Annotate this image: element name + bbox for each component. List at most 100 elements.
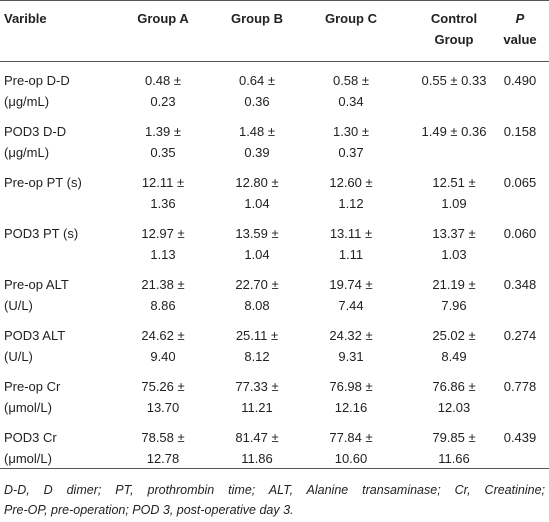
cell-text: 11.21 bbox=[241, 400, 273, 415]
data-cell: 13.11 ± 1.11 bbox=[291, 223, 411, 265]
label-text: POD3 PT (s) bbox=[4, 226, 79, 241]
header-cell: Control Group bbox=[394, 8, 514, 50]
data-cell: 12.51 ± 1.09 bbox=[394, 172, 514, 214]
cell-text: 1.39 ± bbox=[144, 124, 182, 139]
data-cell: 0.065 bbox=[460, 172, 549, 193]
data-cell: 0.55 ± 0.33 bbox=[394, 70, 514, 91]
label-text: (μg/mL) bbox=[4, 145, 50, 160]
cell-text: 13.59 ± bbox=[235, 226, 279, 241]
cell-text: 7.44 bbox=[338, 298, 364, 313]
data-cell: 76.86 ± 12.03 bbox=[394, 376, 514, 418]
cell-text: 13.37 ± bbox=[432, 226, 476, 241]
header-cell: Group C bbox=[291, 8, 411, 29]
cell-text: 77.33 ± bbox=[235, 379, 279, 394]
cell-text: 0.39 bbox=[244, 145, 270, 160]
data-cell: 19.74 ± 7.44 bbox=[291, 274, 411, 316]
cell-text: 0.065 bbox=[503, 175, 537, 190]
cell-text: 9.31 bbox=[338, 349, 364, 364]
cell-text: 1.04 bbox=[244, 196, 270, 211]
cell-text: 0.58 ± bbox=[332, 73, 370, 88]
cell-text: 12.03 bbox=[437, 400, 471, 415]
row-label: Pre-op ALT (U/L) bbox=[4, 274, 69, 316]
cell-text: 13.70 bbox=[146, 400, 180, 415]
cell-text: 1.30 ± bbox=[332, 124, 370, 139]
cell-text: 81.47 ± bbox=[235, 430, 279, 445]
data-cell: 81.47 ± 11.86 bbox=[197, 427, 317, 469]
data-cell: 77.33 ± 11.21 bbox=[197, 376, 317, 418]
cell-text: 8.08 bbox=[244, 298, 270, 313]
cell-text: 0.778 bbox=[503, 379, 537, 394]
header-text: Group B bbox=[231, 11, 283, 26]
cell-text: 0.348 bbox=[503, 277, 537, 292]
data-cell: 12.11 ± 1.36 bbox=[103, 172, 223, 214]
footnote: D-D, D dimer; PT, prothrombin time; ALT,… bbox=[4, 480, 545, 520]
label-text: (μg/mL) bbox=[4, 94, 50, 109]
cell-text: 11.66 bbox=[438, 451, 470, 466]
data-cell: 79.85 ± 11.66 bbox=[394, 427, 514, 469]
data-cell: 22.70 ± 8.08 bbox=[197, 274, 317, 316]
cell-text: 7.96 bbox=[441, 298, 467, 313]
row-label: POD3 PT (s) bbox=[4, 223, 78, 244]
data-cell: 21.19 ± 7.96 bbox=[394, 274, 514, 316]
label-text: Pre-op Cr bbox=[4, 379, 61, 394]
header-text: value bbox=[503, 32, 537, 47]
cell-text: 22.70 ± bbox=[235, 277, 279, 292]
cell-text: 0.439 bbox=[503, 430, 537, 445]
cell-text: 19.74 ± bbox=[329, 277, 373, 292]
cell-text: 1.03 bbox=[441, 247, 467, 262]
header-text: Group A bbox=[137, 11, 189, 26]
data-cell: 25.02 ± 8.49 bbox=[394, 325, 514, 367]
cell-text: 8.49 bbox=[441, 349, 467, 364]
cell-text: 12.16 bbox=[334, 400, 368, 415]
cell-text: 0.35 bbox=[150, 145, 176, 160]
data-cell: 0.490 bbox=[460, 70, 549, 91]
data-cell: 0.060 bbox=[460, 223, 549, 244]
cell-text: 77.84 ± bbox=[329, 430, 373, 445]
label-text: Pre-op D-D bbox=[4, 73, 70, 88]
cell-text: 9.40 bbox=[150, 349, 176, 364]
data-cell: 0.348 bbox=[460, 274, 549, 295]
cell-text: 21.19 ± bbox=[432, 277, 476, 292]
cell-text: 0.490 bbox=[503, 73, 537, 88]
data-cell: 12.97 ± 1.13 bbox=[103, 223, 223, 265]
data-cell: 1.30 ± 0.37 bbox=[291, 121, 411, 163]
cell-text: 0.274 bbox=[503, 328, 537, 343]
data-cell: 0.64 ± 0.36 bbox=[197, 70, 317, 112]
cell-text: 1.12 bbox=[338, 196, 364, 211]
header-text: Group C bbox=[325, 11, 377, 26]
data-cell: 78.58 ± 12.78 bbox=[103, 427, 223, 469]
cell-text: 25.11 ± bbox=[235, 328, 279, 343]
cell-text: 12.51 ± bbox=[432, 175, 476, 190]
data-cell: 24.62 ± 9.40 bbox=[103, 325, 223, 367]
label-text: Pre-op PT (s) bbox=[4, 175, 82, 190]
cell-text: 0.36 bbox=[244, 94, 270, 109]
data-cell: 1.48 ± 0.39 bbox=[197, 121, 317, 163]
top-rule bbox=[0, 0, 549, 1]
header-text: P bbox=[515, 11, 525, 26]
data-cell: 76.98 ± 12.16 bbox=[291, 376, 411, 418]
cell-text: 76.86 ± bbox=[432, 379, 476, 394]
cell-text: 24.62 ± bbox=[141, 328, 185, 343]
cell-text: 1.36 bbox=[150, 196, 176, 211]
label-text: Pre-op ALT bbox=[4, 277, 69, 292]
data-cell: 0.778 bbox=[460, 376, 549, 397]
cell-text: 8.12 bbox=[244, 349, 270, 364]
footnote-line: D-D, D dimer; PT, prothrombin time; ALT,… bbox=[4, 483, 545, 497]
row-label: Pre-op Cr (μmol/L) bbox=[4, 376, 60, 418]
row-label: POD3 ALT (U/L) bbox=[4, 325, 65, 367]
row-label: Pre-op D-D (μg/mL) bbox=[4, 70, 70, 112]
data-cell: 0.48 ± 0.23 bbox=[103, 70, 223, 112]
data-cell: 13.37 ± 1.03 bbox=[394, 223, 514, 265]
header-rule bbox=[0, 61, 549, 62]
cell-text: 21.38 ± bbox=[141, 277, 185, 292]
data-cell: 1.49 ± 0.36 bbox=[394, 121, 514, 142]
cell-text: 1.49 ± 0.36 bbox=[421, 124, 487, 139]
data-cell: 12.80 ± 1.04 bbox=[197, 172, 317, 214]
cell-text: 8.86 bbox=[150, 298, 176, 313]
cell-text: 0.37 bbox=[338, 145, 364, 160]
cell-text: 1.04 bbox=[244, 247, 270, 262]
row-label: POD3 D-D (μg/mL) bbox=[4, 121, 66, 163]
bottom-rule bbox=[0, 468, 549, 469]
cell-text: 0.48 ± bbox=[144, 73, 182, 88]
